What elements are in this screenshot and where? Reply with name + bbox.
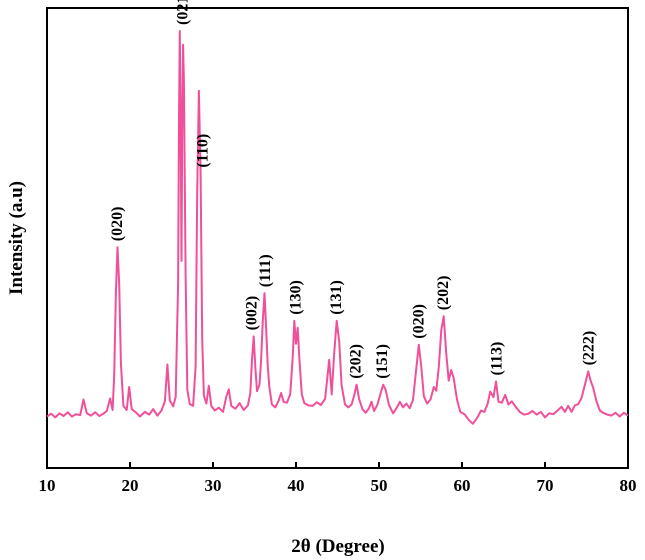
x-axis-ticks: 10 20 30 40 50 60 70 80 — [39, 462, 637, 495]
peak-label: (020) — [410, 304, 427, 339]
x-tick-label: 70 — [537, 476, 554, 495]
y-axis-title: Intensity (a.u) — [6, 181, 27, 295]
x-tick-label: 20 — [122, 476, 139, 495]
x-axis-title: 2θ (Degree) — [291, 536, 384, 557]
peak-label: (021) — [175, 0, 192, 25]
peak-label: (113) — [488, 342, 505, 376]
plot-frame — [46, 7, 629, 469]
x-tick-label: 40 — [288, 476, 305, 495]
peak-label: (131) — [328, 280, 345, 315]
peak-label: (110) — [195, 134, 212, 168]
peak-label: (222) — [581, 331, 598, 366]
x-tick-label: 30 — [205, 476, 222, 495]
x-tick-label: 10 — [39, 476, 56, 495]
peak-label: (111) — [257, 254, 274, 287]
x-tick-label: 60 — [454, 476, 471, 495]
peak-label: (202) — [435, 276, 452, 311]
peak-label: (002) — [244, 296, 261, 331]
peak-annotations: (020) (021) (110) (002) (111) (130) (131) (202)… — [109, 0, 598, 379]
peak-label: (020) — [109, 207, 126, 242]
peak-label: (202) — [347, 344, 364, 379]
x-tick-label: 50 — [371, 476, 388, 495]
diffraction-pattern-line — [46, 30, 629, 425]
peak-label: (151) — [374, 344, 391, 379]
peak-label: (130) — [288, 280, 305, 315]
x-tick-label: 80 — [620, 476, 637, 495]
